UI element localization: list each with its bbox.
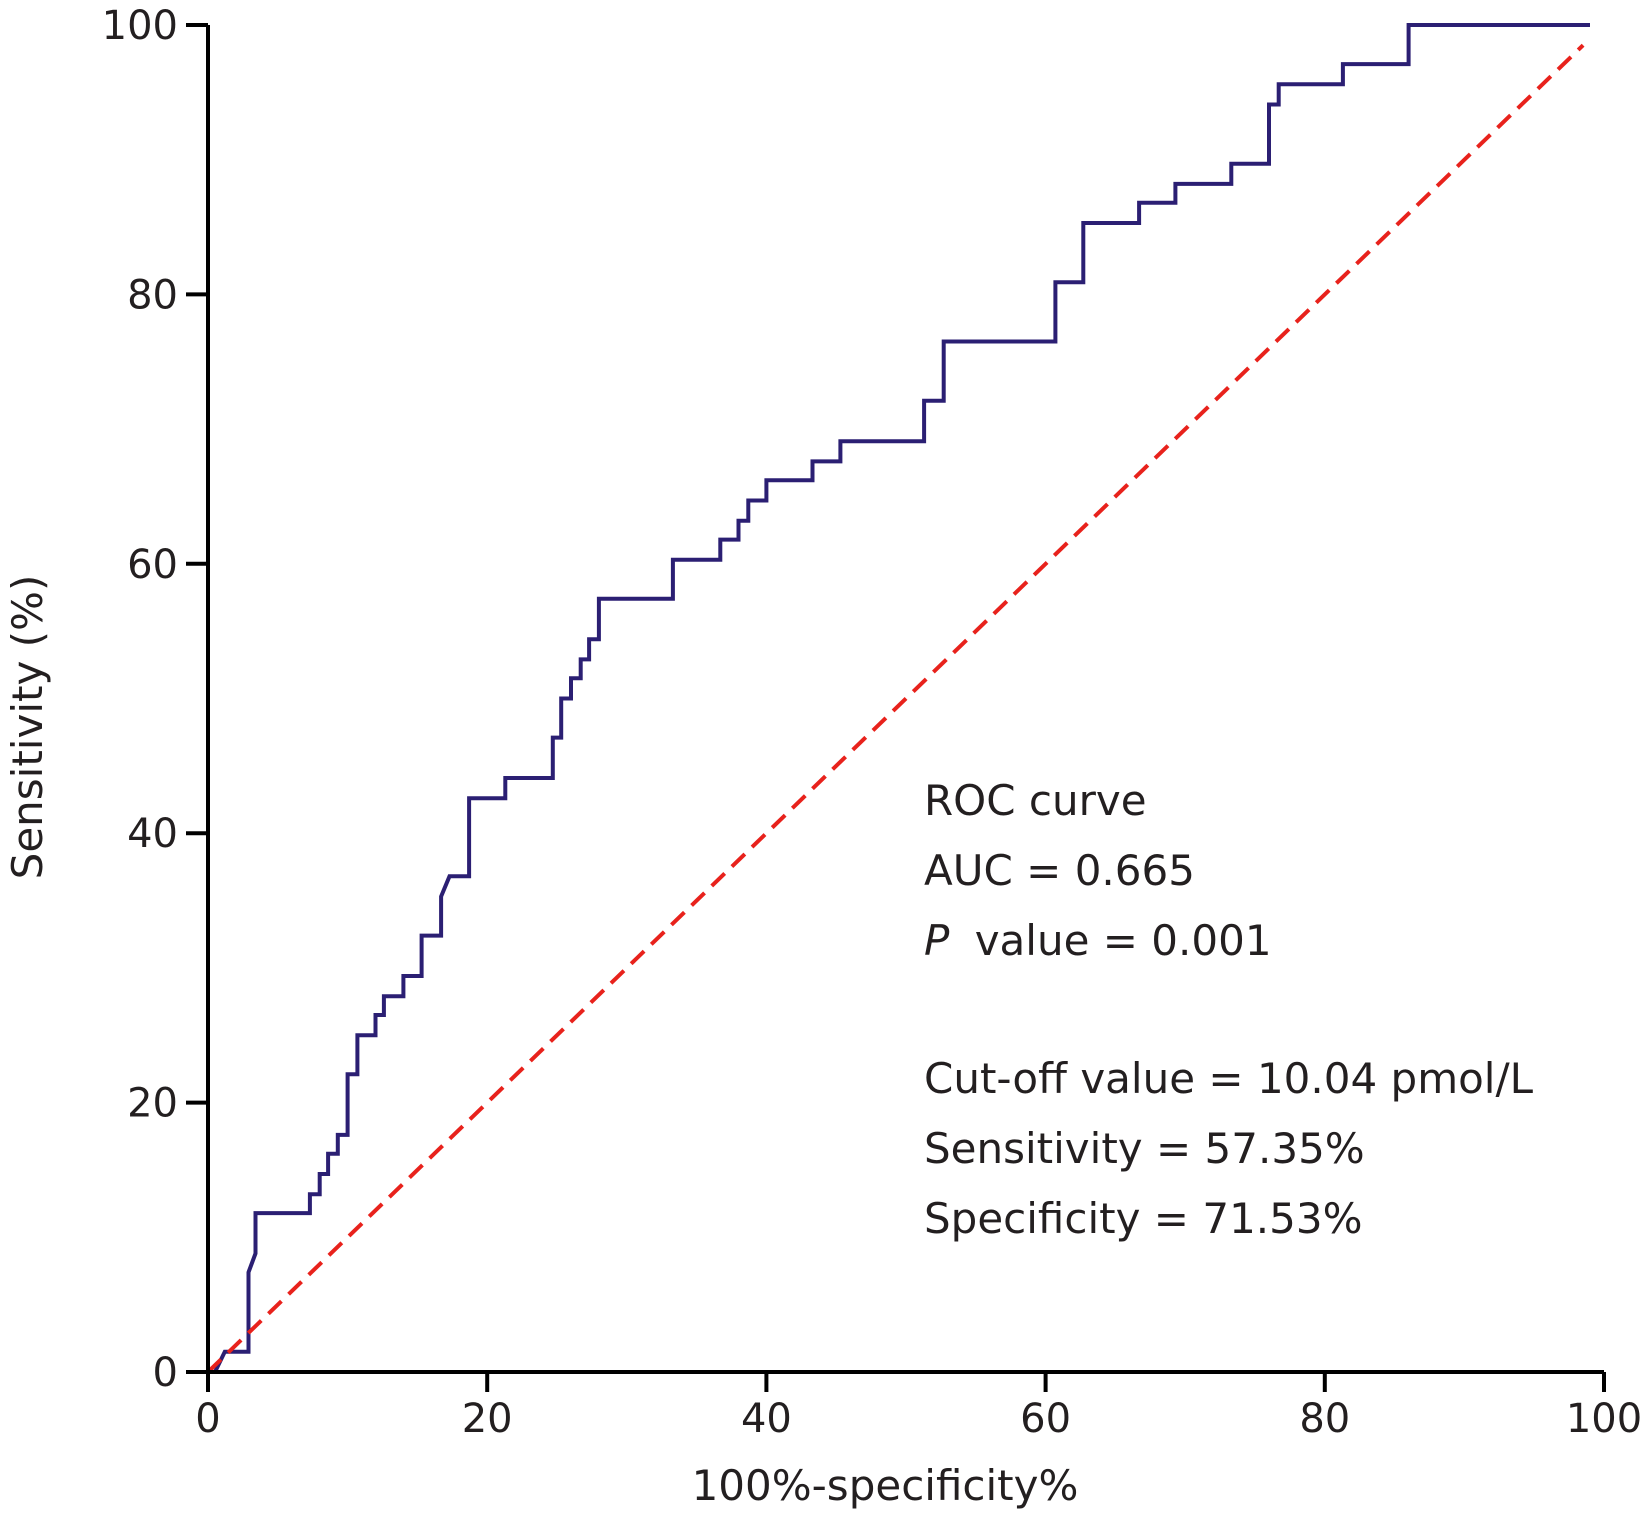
y-tick-label: 80 — [127, 272, 178, 318]
x-tick-label: 80 — [1299, 1396, 1350, 1442]
annotation-auc: AUC = 0.665 — [924, 846, 1195, 895]
y-tick-label: 100 — [102, 3, 178, 49]
annotation-cutoff: Cut-off value = 10.04 pmol/L — [924, 1054, 1534, 1103]
annotation-p-symbol: P — [924, 916, 950, 965]
annotation-specificity: Specificity = 71.53% — [924, 1194, 1363, 1243]
annotation-p-text: value = 0.001 — [975, 916, 1272, 965]
x-tick-label: 60 — [1020, 1396, 1071, 1442]
y-axis-title: Sensitivity (%) — [3, 575, 52, 880]
axes-layer — [206, 25, 1604, 1374]
roc-curve-line — [213, 23, 1590, 1373]
y-tick-group: 0 20 40 60 80 100 — [102, 3, 208, 1396]
annotation-roc-curve: ROC curve — [924, 776, 1147, 825]
y-tick-label: 0 — [153, 1350, 178, 1396]
series-layer — [206, 23, 1590, 1374]
x-tick-label: 0 — [195, 1396, 220, 1442]
y-tick-label: 60 — [127, 542, 178, 588]
annotation-box — [905, 770, 1605, 1230]
reference-diagonal-line — [206, 43, 1585, 1374]
x-axis-title: 100%-specificity% — [692, 1461, 1079, 1510]
x-tick-label: 40 — [741, 1396, 792, 1442]
annotation-p-value: P value = 0.001 — [924, 916, 1272, 965]
y-tick-label: 20 — [127, 1081, 178, 1127]
y-tick-label: 40 — [127, 811, 178, 857]
x-tick-label: 20 — [462, 1396, 513, 1442]
annotation-sensitivity: Sensitivity = 57.35% — [924, 1124, 1365, 1173]
stats-annotation: ROC curve AUC = 0.665 P value = 0.001 Cu… — [924, 776, 1534, 1243]
x-tick-group: 0 20 40 60 80 100 — [195, 1372, 1640, 1442]
x-tick-label: 100 — [1566, 1396, 1640, 1442]
